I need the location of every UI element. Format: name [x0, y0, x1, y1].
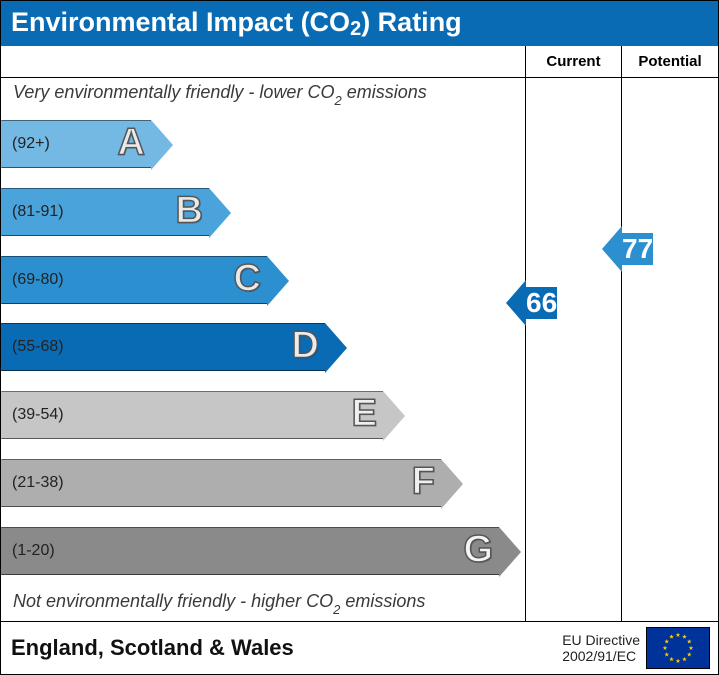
current-pointer: 66: [506, 280, 557, 326]
region-label: England, Scotland & Wales: [11, 635, 562, 661]
band-letter-d: D: [292, 325, 319, 368]
chart-title-text: Environmental Impact (CO2) Rating: [11, 7, 462, 37]
chart-body: Very environmentally friendly - lower CO…: [1, 46, 718, 674]
current-column-header: Current: [526, 46, 621, 78]
band-range-c: (69-80): [2, 271, 64, 289]
band-range-b: (81-91): [2, 203, 64, 221]
band-letter-c: C: [234, 257, 261, 300]
eu-directive-label: EU Directive 2002/91/EC: [562, 632, 640, 664]
band-range-f: (21-38): [2, 474, 64, 492]
band-row-g: (1-20) G: [1, 524, 525, 578]
potential-pointer-value: 77: [622, 233, 653, 265]
chart-title: Environmental Impact (CO2) Rating: [1, 1, 718, 46]
band-range-e: (39-54): [2, 406, 64, 424]
band-row-b: (81-91) B: [1, 185, 525, 239]
band-range-g: (1-20): [2, 542, 55, 560]
eu-flag-icon: [646, 627, 710, 669]
bands-column: Very environmentally friendly - lower CO…: [1, 46, 526, 621]
band-bar-a: (92+) A: [1, 120, 151, 168]
band-bar-b: (81-91) B: [1, 188, 209, 236]
band-row-a: (92+) A: [1, 117, 525, 171]
band-range-a: (92+): [2, 135, 50, 153]
top-caption: Very environmentally friendly - lower CO…: [1, 78, 525, 108]
band-bar-e: (39-54) E: [1, 391, 383, 439]
potential-pointer: 77: [602, 226, 653, 272]
potential-column: Potential 77: [622, 46, 718, 621]
potential-pointer-arrow: [602, 226, 622, 272]
potential-column-header: Potential: [622, 46, 718, 78]
band-letter-a: A: [118, 121, 145, 164]
band-bar-f: (21-38) F: [1, 459, 441, 507]
band-row-e: (39-54) E: [1, 388, 525, 442]
eu-directive-line2: 2002/91/EC: [562, 648, 640, 664]
band-row-d: (55-68) D: [1, 320, 525, 374]
bottom-caption: Not environmentally friendly - higher CO…: [1, 587, 525, 617]
epc-co2-rating-chart: Environmental Impact (CO2) Rating Very e…: [0, 0, 719, 675]
band-bar-d: (55-68) D: [1, 323, 325, 371]
chart-footer: England, Scotland & Wales EU Directive 2…: [1, 622, 718, 674]
eu-directive-line1: EU Directive: [562, 632, 640, 648]
band-letter-g: G: [463, 529, 493, 572]
current-pointer-arrow: [506, 280, 526, 326]
band-bar-g: (1-20) G: [1, 527, 499, 575]
bands-column-header-blank: [1, 46, 525, 78]
band-range-d: (55-68): [2, 338, 64, 356]
current-pointer-value: 66: [526, 287, 557, 319]
current-column: Current 66: [526, 46, 622, 621]
bands-list: (92+) A (81-91) B (69-80) C (55-68) D (39-54) E (2…: [1, 108, 525, 588]
chart-grid: Very environmentally friendly - lower CO…: [1, 46, 718, 622]
band-letter-f: F: [412, 461, 435, 504]
band-letter-b: B: [176, 189, 203, 232]
band-row-f: (21-38) F: [1, 456, 525, 510]
band-bar-c: (69-80) C: [1, 256, 267, 304]
band-letter-e: E: [352, 393, 377, 436]
band-row-c: (69-80) C: [1, 253, 525, 307]
